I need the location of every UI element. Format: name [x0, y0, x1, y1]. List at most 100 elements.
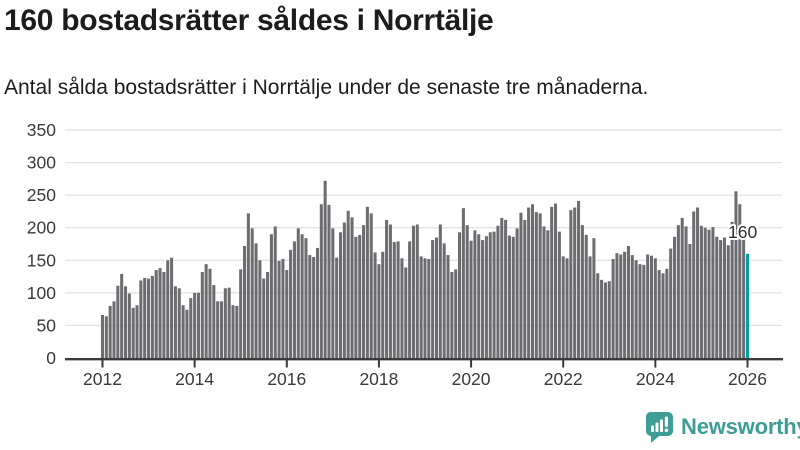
newsworthy-logo-icon: [645, 411, 673, 443]
bar: [116, 285, 120, 358]
bar: [208, 268, 212, 358]
bar: [185, 309, 189, 358]
bar: [415, 224, 419, 358]
bar: [634, 260, 638, 358]
bar: [557, 231, 561, 358]
bar: [104, 316, 108, 358]
bar: [400, 258, 404, 358]
bar: [193, 292, 197, 358]
newsworthy-logo: Newsworthy: [645, 409, 800, 445]
x-axis-label: 2014: [175, 369, 214, 389]
bar: [427, 258, 431, 358]
bar: [381, 251, 385, 358]
bar: [511, 236, 515, 358]
x-axis-label: 2022: [544, 369, 583, 389]
bar: [673, 236, 677, 358]
bar: [615, 253, 619, 358]
bar: [454, 269, 458, 358]
bar: [450, 272, 454, 358]
bar: [676, 225, 680, 358]
bar: [177, 288, 181, 358]
bar: [669, 248, 673, 358]
bar: [653, 258, 657, 358]
bar: [335, 257, 339, 358]
bar: [154, 270, 158, 358]
bar: [135, 305, 139, 358]
bar: [285, 270, 289, 358]
bar: [315, 247, 319, 358]
page-subtitle: Antal sålda bostadsrätter i Norrtälje un…: [4, 76, 649, 99]
bar: [108, 305, 112, 358]
bar: [300, 234, 304, 358]
bar: [565, 258, 569, 358]
bar: [139, 280, 143, 358]
x-axis-label: 2018: [359, 369, 398, 389]
bar: [223, 288, 227, 358]
bar: [584, 234, 588, 358]
bar: [500, 217, 504, 358]
bar: [661, 273, 665, 358]
bar: [292, 241, 296, 358]
bar: [561, 256, 565, 358]
bar: [147, 278, 151, 358]
bar: [150, 275, 154, 358]
bar: [216, 301, 220, 358]
bar: [719, 240, 723, 358]
bar: [262, 278, 266, 358]
bar-chart: 2012 2014 2016 2018 2020 2022 2024 2026 0 50 100 15…: [27, 120, 783, 389]
bar: [711, 227, 715, 358]
bar: [112, 301, 116, 358]
bar: [358, 234, 362, 358]
bar: [408, 241, 412, 358]
bar: [504, 219, 508, 358]
bar: [446, 255, 450, 358]
bar: [362, 225, 366, 358]
bar: [243, 245, 247, 358]
bar: [350, 217, 354, 358]
bar: [742, 234, 746, 358]
bar: [580, 225, 584, 358]
x-axis-label: 2026: [728, 369, 767, 389]
bar: [477, 234, 481, 358]
bar: [373, 252, 377, 358]
bar: [684, 226, 688, 358]
bar: [507, 235, 511, 358]
x-axis-label: 2020: [452, 369, 491, 389]
bar: [131, 307, 135, 358]
y-axis-label: 50: [37, 315, 57, 335]
bar: [703, 227, 707, 358]
bar: [465, 225, 469, 358]
bar: [231, 305, 235, 358]
bar: [657, 270, 661, 358]
bar: [688, 244, 692, 358]
bar: [281, 258, 285, 358]
bar: [592, 238, 596, 358]
y-axis-label: 350: [27, 120, 56, 140]
bar: [388, 224, 392, 358]
y-axis-label: 0: [46, 348, 56, 368]
bar: [212, 285, 216, 358]
bar: [588, 256, 592, 358]
bar: [219, 301, 224, 358]
bar: [730, 221, 734, 358]
highlight-value-label: 160: [728, 222, 757, 242]
bar: [100, 315, 104, 358]
bar: [254, 243, 258, 358]
bar: [715, 236, 719, 358]
bar: [120, 273, 124, 358]
bar: [173, 286, 177, 358]
bar: [573, 207, 577, 358]
bar: [204, 264, 208, 358]
bar: [143, 277, 147, 358]
bar: [527, 207, 531, 358]
bar: [649, 255, 654, 358]
bar: [523, 219, 527, 358]
bar: [250, 228, 254, 358]
bar: [338, 232, 343, 358]
bar: [638, 264, 642, 358]
bar: [308, 255, 312, 358]
bar: [642, 264, 646, 358]
bar: [550, 206, 554, 358]
y-axis-label: 250: [27, 185, 56, 205]
bar: [342, 222, 346, 358]
